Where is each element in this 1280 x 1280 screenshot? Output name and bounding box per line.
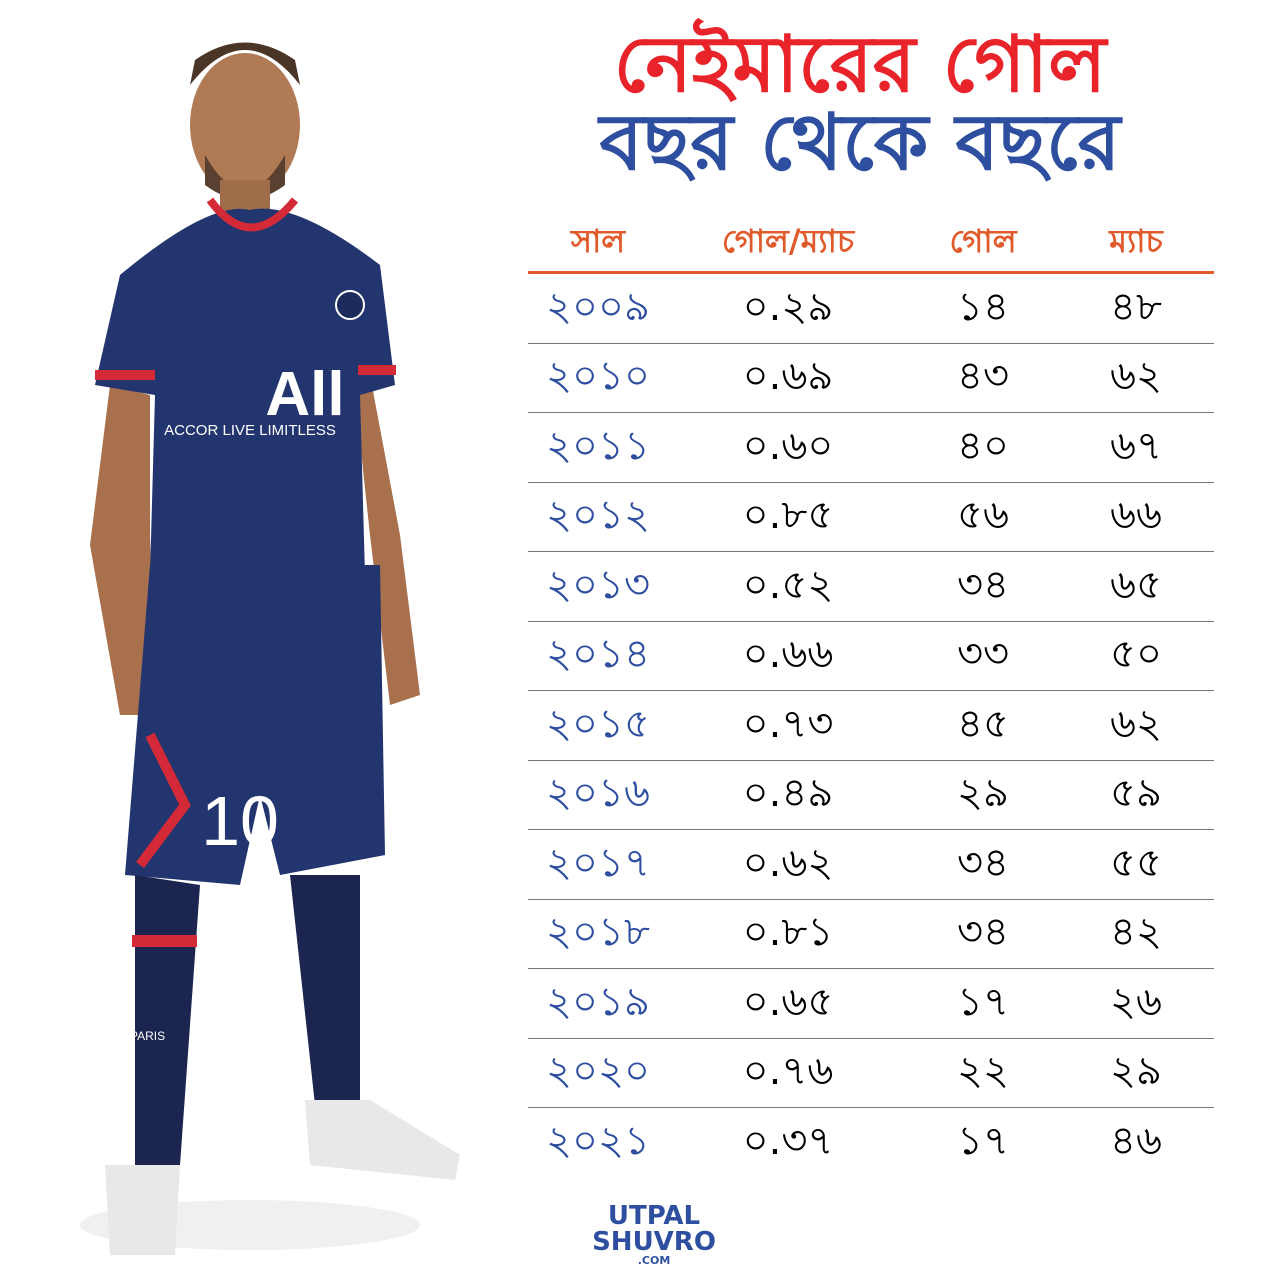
- sock-text: PARIS: [130, 1029, 165, 1043]
- title-line-2: বছর থেকে বছরে: [599, 98, 1121, 188]
- cell-goals-per-match: ০.৮১: [742, 909, 834, 956]
- cell-goals: ৫৬: [957, 492, 1009, 539]
- cell-matches: ৫০: [1110, 631, 1162, 678]
- cell-goals: ৪৫: [957, 700, 1009, 747]
- header-goals-per-match: গোল/ম্যাচ: [721, 222, 855, 260]
- cell-goals-per-match: ০.৪৯: [742, 770, 834, 817]
- shorts-number: 10: [201, 782, 279, 860]
- cell-goals: ১৭: [957, 978, 1009, 1025]
- cell-goals: ১৪: [957, 283, 1009, 330]
- cell-goals: ৩৪: [957, 561, 1009, 608]
- logo-line-2: SHUVRO: [592, 1227, 716, 1257]
- table-row: ২০১১ ০.৬০ ৪০ ৬৭: [528, 413, 1214, 483]
- cell-goals-per-match: ০.৮৫: [742, 492, 834, 539]
- cell-goals-per-match: ০.৬০: [742, 422, 834, 469]
- cell-year: ২০২১: [546, 1117, 650, 1164]
- cell-matches: ৪৬: [1110, 1117, 1162, 1164]
- cell-matches: ৫৯: [1110, 770, 1162, 817]
- player-photo: ACCOR LIVE LIMITLESS All 10 PARIS: [80, 42, 460, 1255]
- table-row: ২০০৯ ০.২৯ ১৪ ৪৮: [528, 274, 1214, 344]
- cell-year: ২০১৬: [546, 770, 650, 817]
- cell-year: ২০১৩: [546, 561, 650, 608]
- cell-matches: ৪৮: [1110, 283, 1162, 330]
- utpal-shuvro-logo: UTPAL SHUVRO .COM: [584, 1203, 724, 1267]
- cell-matches: ২৬: [1109, 978, 1162, 1025]
- title-line-1: নেইমারের গোল: [613, 20, 1107, 110]
- cell-goals-per-match: ০.৭৬: [742, 1048, 834, 1095]
- cell-goals-per-match: ০.৬২: [742, 839, 834, 886]
- cell-goals: ৪০: [957, 422, 1009, 469]
- cell-matches: ৫৫: [1110, 839, 1162, 886]
- table-row: ২০১৭ ০.৬২ ৩৪ ৫৫: [528, 830, 1214, 900]
- cell-matches: ২৯: [1110, 1048, 1162, 1095]
- table-row: ২০১০ ০.৬৯ ৪৩ ৬২: [528, 344, 1214, 413]
- cell-year: ২০১৫: [546, 700, 650, 747]
- cell-goals: ৩৩: [956, 631, 1009, 678]
- cell-goals-per-match: ০.৩৭: [742, 1117, 834, 1164]
- svg-text:All: All: [265, 360, 344, 429]
- cell-year: ২০১৯: [546, 978, 650, 1025]
- header-matches: ম্যাচ: [1109, 222, 1163, 260]
- cell-year: ২০১২: [546, 492, 650, 539]
- cell-matches: ৬৫: [1110, 561, 1162, 608]
- cell-matches: ৬৭: [1109, 422, 1162, 469]
- cell-matches: ৬৬: [1109, 492, 1162, 539]
- cell-year: ২০১৪: [546, 631, 650, 678]
- cell-matches: ৪২: [1110, 909, 1162, 956]
- table-row: ২০১৯ ০.৬৫ ১৭ ২৬: [528, 969, 1214, 1039]
- goals-table: সাল গোল/ম্যাচ গোল ম্যাচ ২০০৯ ০.২৯ ১৪ ৪৮ ২০১০…: [528, 215, 1214, 1177]
- table-row: ২০১৮ ০.৮১ ৩৪ ৪২: [528, 900, 1214, 969]
- cell-goals-per-match: ০.৭৩: [742, 700, 834, 747]
- cell-goals: ১৭: [957, 1117, 1009, 1164]
- cell-goals: ২২: [956, 1048, 1009, 1095]
- cell-goals: ৪৩: [957, 353, 1009, 400]
- cell-goals-per-match: ০.৬৬: [742, 631, 834, 678]
- cell-goals: ৩৪: [957, 909, 1009, 956]
- cell-goals: ২৯: [957, 770, 1009, 817]
- table-row: ২০১৩ ০.৫২ ৩৪ ৬৫: [528, 552, 1214, 622]
- cell-goals: ৩৪: [957, 839, 1009, 886]
- table-row: ২০২১ ০.৩৭ ১৭ ৪৬: [528, 1108, 1214, 1177]
- cell-year: ২০১৮: [546, 909, 650, 956]
- cell-goals-per-match: ০.৫২: [742, 561, 834, 608]
- logo-line-1: UTPAL: [607, 1201, 701, 1231]
- cell-year: ২০০৯: [546, 283, 650, 330]
- jersey-sponsor-text: ACCOR LIVE LIMITLESS: [164, 422, 336, 439]
- cell-year: ২০২০: [545, 1048, 651, 1095]
- cell-matches: ৬২: [1109, 700, 1162, 747]
- cell-goals-per-match: ০.৬৫: [742, 978, 834, 1025]
- table-row: ২০১৬ ০.৪৯ ২৯ ৫৯: [528, 761, 1214, 830]
- cell-matches: ৬২: [1109, 353, 1162, 400]
- table-row: ২০২০ ০.৭৬ ২২ ২৯: [528, 1039, 1214, 1108]
- cell-year: ২০১৭: [546, 839, 650, 886]
- logo-line-3: .COM: [637, 1254, 671, 1267]
- header-goals: গোল: [949, 222, 1017, 260]
- table-row: ২০১৫ ০.৭৩ ৪৫ ৬২: [528, 691, 1214, 761]
- table-header: সাল গোল/ম্যাচ গোল ম্যাচ: [528, 215, 1214, 274]
- cell-goals-per-match: ০.২৯: [742, 283, 834, 330]
- table-row: ২০১২ ০.৮৫ ৫৬ ৬৬: [528, 483, 1214, 552]
- cell-goals-per-match: ০.৬৯: [742, 353, 834, 400]
- cell-year: ২০১০: [546, 353, 650, 400]
- header-year: সাল: [570, 222, 626, 260]
- cell-year: ২০১১: [546, 422, 650, 469]
- table-row: ২০১৪ ০.৬৬ ৩৩ ৫০: [528, 622, 1214, 691]
